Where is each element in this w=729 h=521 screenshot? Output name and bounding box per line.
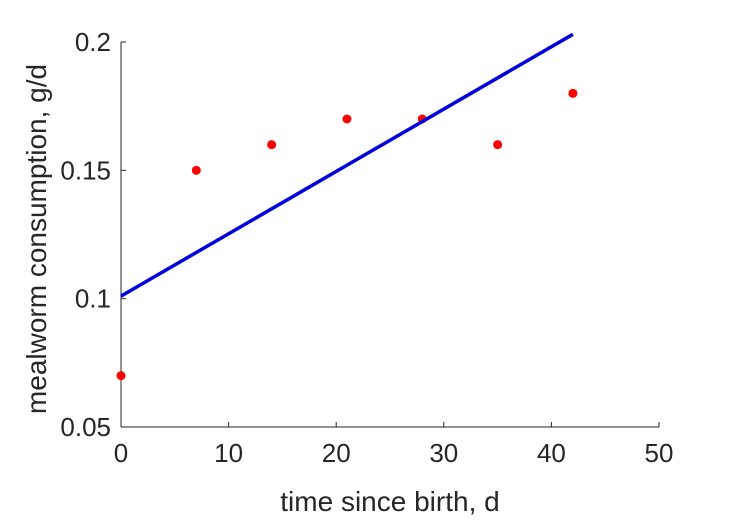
x-tick-label: 30: [429, 438, 458, 468]
y-tick-label: 0.2: [75, 27, 111, 57]
chart-marks: [116, 32, 578, 381]
data-point: [267, 140, 277, 150]
data-point: [568, 88, 578, 98]
data-point: [116, 371, 126, 381]
x-tick-label: 10: [214, 438, 243, 468]
data-point: [191, 165, 201, 175]
y-tick-label: 0.1: [75, 284, 111, 314]
y-tick-label: 0.15: [60, 155, 111, 185]
axes: 0 10 20 30 40 50 0.05 0.1 0.15 0.2: [60, 27, 673, 468]
x-axis-label: time since birth, d: [280, 486, 499, 517]
fit-line: [120, 32, 574, 298]
y-tick-label: 0.05: [60, 412, 111, 442]
data-point: [342, 114, 352, 124]
x-tick-label: 20: [322, 438, 351, 468]
x-tick-label: 50: [645, 438, 674, 468]
data-point: [493, 140, 503, 150]
x-tick-label: 0: [114, 438, 128, 468]
y-axis-label: mealworm consumption, g/d: [21, 64, 52, 414]
x-tick-label: 40: [537, 438, 566, 468]
